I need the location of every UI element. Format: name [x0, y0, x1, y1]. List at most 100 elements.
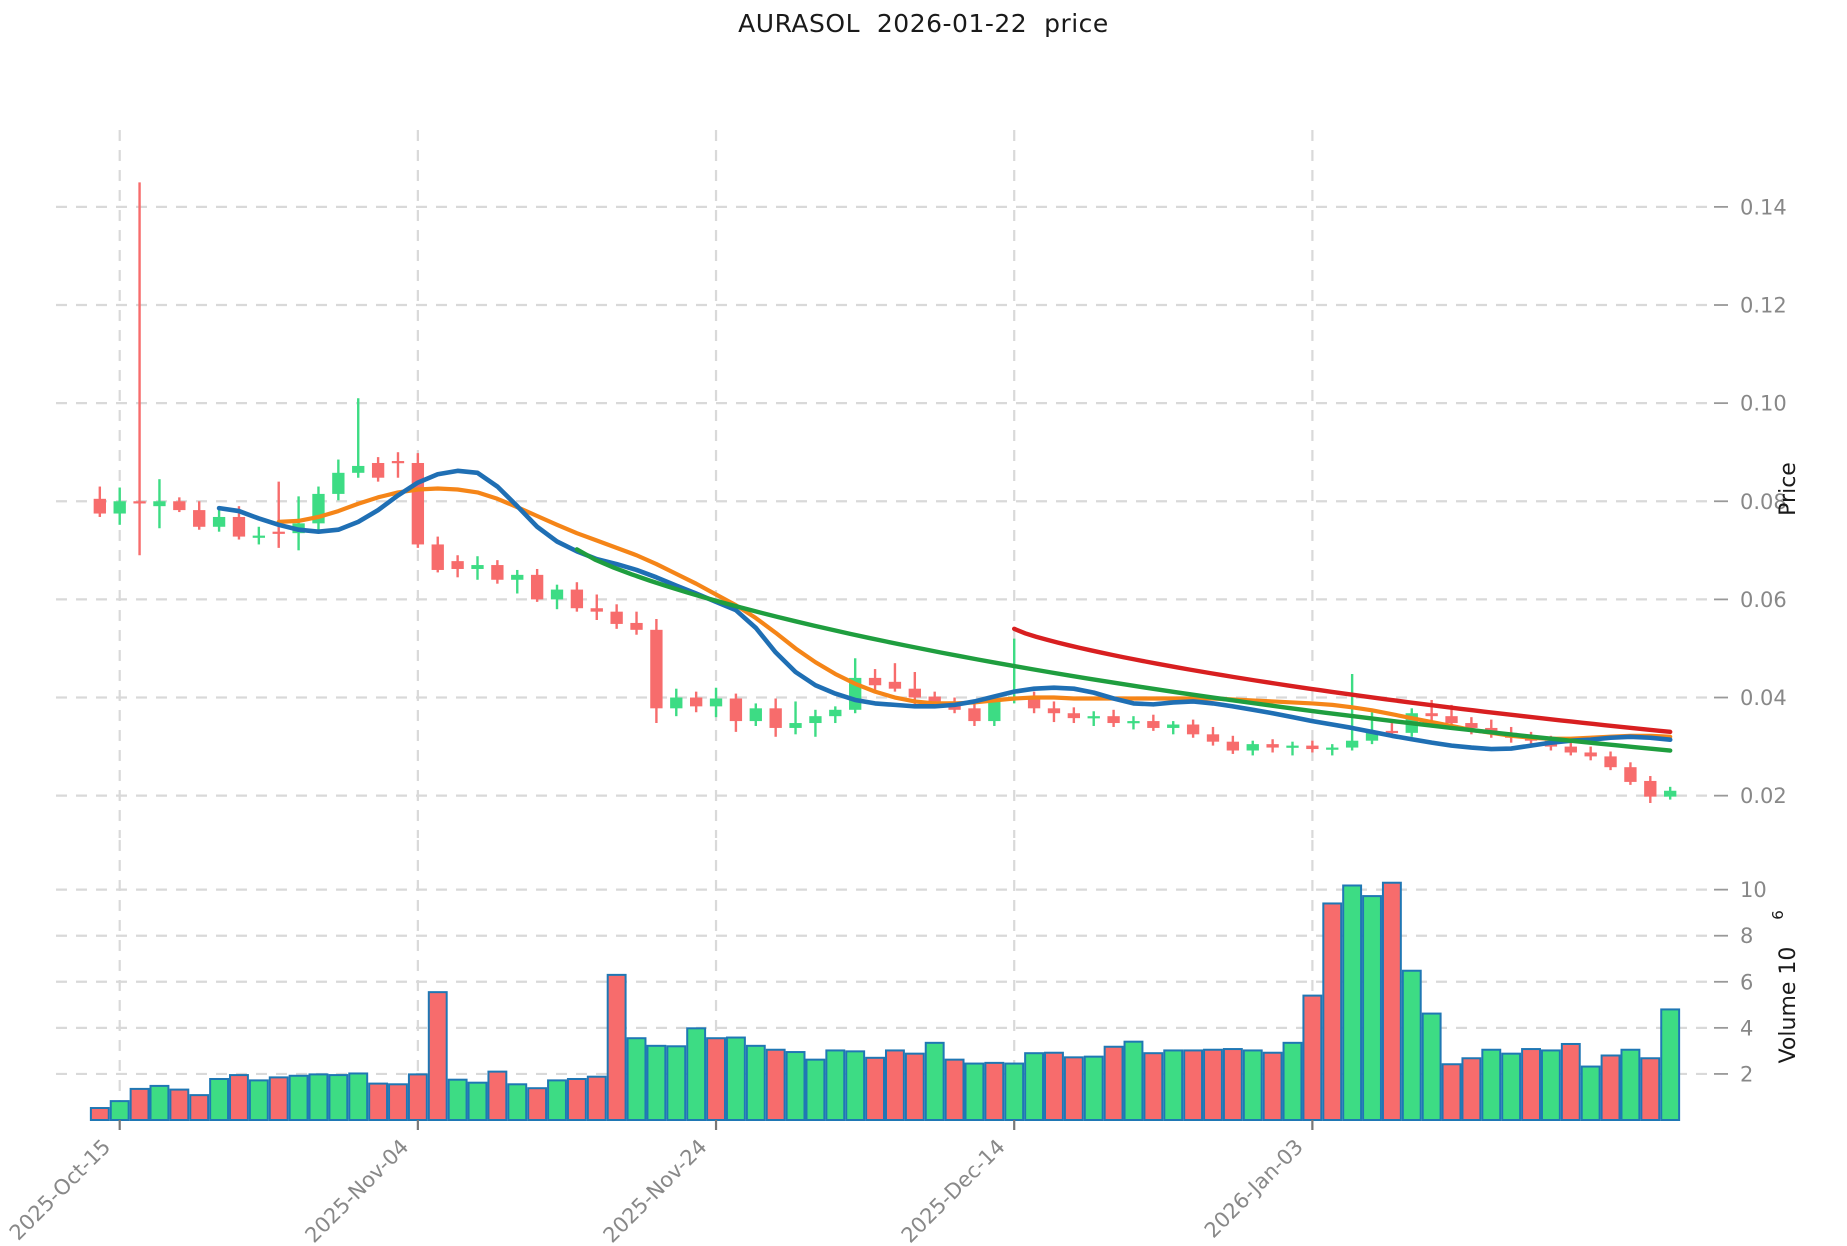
candle-body — [689, 697, 703, 707]
volume-bar — [626, 1037, 647, 1122]
volume-bar — [1222, 1048, 1243, 1122]
candlestick — [1206, 726, 1220, 746]
volume-bar — [268, 1076, 289, 1121]
candlestick — [650, 619, 663, 724]
candle-body — [272, 531, 285, 534]
candlestick — [1087, 711, 1100, 726]
candlestick — [1027, 691, 1041, 714]
volume-bar — [1521, 1048, 1541, 1122]
volume-bar — [1401, 969, 1422, 1121]
volume-bar — [1461, 1057, 1482, 1121]
volume-bar — [1560, 1042, 1581, 1122]
volume-bar — [1143, 1052, 1164, 1121]
candlestick — [530, 568, 544, 602]
volume-bar — [1640, 1057, 1661, 1121]
candle-body — [1624, 767, 1637, 782]
volume-axis-exponent: 6 — [1769, 910, 1787, 920]
candle-body — [153, 501, 166, 507]
candle-body — [590, 608, 603, 612]
candlestick — [133, 182, 146, 556]
candle-body — [968, 708, 981, 722]
trend-red-line — [1012, 626, 1673, 735]
candle-body — [530, 574, 544, 600]
price-tick-label: 0.06 — [1740, 588, 1787, 612]
candle-body — [1425, 713, 1438, 717]
candlestick — [1604, 751, 1617, 771]
candle-body — [352, 465, 365, 473]
candle-body — [471, 565, 484, 569]
candle-body — [928, 696, 941, 702]
candle-body — [1306, 745, 1319, 750]
candle-body — [610, 611, 623, 624]
candle-body — [1465, 723, 1478, 728]
candlestick — [610, 604, 623, 629]
volume-bar — [1103, 1045, 1124, 1122]
volume-bar — [1540, 1049, 1561, 1121]
candlestick — [1047, 701, 1061, 723]
volume-tick-label: 2 — [1740, 1062, 1753, 1086]
candlestick — [689, 691, 703, 713]
candlestick — [173, 497, 186, 513]
candle-body — [491, 565, 504, 580]
candle-body — [709, 698, 723, 707]
candlestick — [670, 688, 683, 717]
price-tick-label: 0.08 — [1740, 490, 1787, 514]
volume-bar — [487, 1070, 508, 1121]
price-tick-label: 0.02 — [1740, 784, 1787, 808]
candlestick — [1644, 776, 1657, 804]
candle-body — [511, 574, 524, 580]
volume-tick-label: 4 — [1740, 1016, 1753, 1040]
candle-body — [988, 698, 1001, 722]
candle-body — [630, 622, 643, 630]
candlestick — [709, 687, 723, 718]
candlestick — [1584, 746, 1597, 761]
candle-body — [1087, 716, 1100, 719]
candle-body — [1365, 731, 1379, 741]
candlestick — [1286, 741, 1299, 756]
candlestick — [888, 663, 902, 692]
candle-body — [1604, 756, 1617, 768]
volume-bar — [1362, 895, 1382, 1121]
volume-bar — [109, 1100, 130, 1122]
candlestick — [1167, 721, 1180, 735]
volume-bar — [1183, 1049, 1204, 1121]
volume-bar — [1600, 1054, 1621, 1121]
volume-bar — [725, 1036, 746, 1121]
volume-panel — [89, 881, 1681, 1122]
candlestick — [1147, 714, 1160, 731]
volume-bar — [706, 1037, 726, 1122]
volume-bar — [904, 1052, 925, 1121]
volume-bar — [1381, 881, 1402, 1121]
candle-body — [1027, 696, 1041, 709]
volume-bar — [1163, 1049, 1184, 1121]
volume-bar — [308, 1073, 329, 1121]
candlestick — [511, 569, 524, 594]
volume-bar — [1044, 1051, 1064, 1121]
candlestick — [868, 669, 882, 692]
candle-body — [1246, 744, 1259, 751]
candlestick — [451, 555, 464, 578]
candle-body — [829, 709, 842, 717]
volume-axis-title: Volume 10 — [1776, 947, 1801, 1064]
candlestick — [789, 701, 802, 735]
candlestick — [113, 487, 126, 525]
gridlines — [56, 130, 1712, 1120]
candle-body — [868, 677, 882, 686]
candlestick — [630, 611, 643, 635]
candle-body — [1345, 740, 1359, 748]
candle-body — [908, 688, 921, 698]
candle-body — [1564, 746, 1577, 753]
trend-green-line — [574, 547, 1673, 753]
volume-bar — [368, 1082, 389, 1121]
volume-bar — [248, 1079, 269, 1121]
volume-bar — [527, 1087, 548, 1121]
candle-body — [550, 589, 564, 600]
volume-bar — [288, 1074, 309, 1122]
candlestick — [1306, 740, 1319, 753]
candle-body — [232, 516, 246, 537]
volume-bar — [1004, 1062, 1025, 1121]
candle-body — [729, 698, 743, 722]
candlestick — [1186, 719, 1200, 738]
volume-bar — [1481, 1048, 1502, 1122]
price-tick-label: 0.10 — [1740, 392, 1787, 416]
